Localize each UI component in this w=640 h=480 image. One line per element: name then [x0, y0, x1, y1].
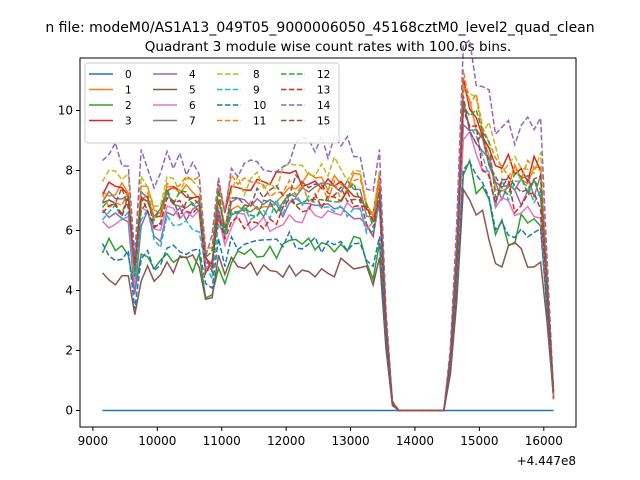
- series-line-9: [101, 110, 555, 412]
- series-layer: [101, 38, 555, 412]
- y-tick-label: 6: [65, 224, 73, 238]
- axes-frame: [79, 57, 577, 428]
- series-line-11: [101, 69, 555, 412]
- legend-label-6: 6: [189, 100, 196, 112]
- y-tick-label: 2: [65, 344, 73, 358]
- figure-suptitle: n file: modeM0/AS1A13_049T05_9000006050_…: [45, 20, 594, 36]
- x-tick-label: 15000: [460, 434, 498, 448]
- y-tick-label: 4: [65, 284, 73, 298]
- legend-label-11: 11: [253, 116, 266, 128]
- legend-label-1: 1: [125, 85, 132, 97]
- legend-label-7: 7: [189, 116, 196, 128]
- y-tick-label: 0: [65, 404, 73, 418]
- legend-label-13: 13: [317, 85, 330, 97]
- x-tick-label: 9000: [78, 434, 109, 448]
- x-axis-ticks: 9000 10000 11000 12000 13000 14000 15000 16000: [78, 427, 563, 448]
- legend-label-14: 14: [317, 100, 331, 112]
- legend-label-9: 9: [253, 85, 260, 97]
- x-tick-label: 13000: [331, 434, 369, 448]
- series-line-15: [102, 95, 555, 412]
- y-tick-label: 8: [65, 164, 73, 178]
- x-tick-label: 11000: [203, 434, 241, 448]
- series-line-10: [101, 160, 555, 412]
- legend-frame: [84, 62, 340, 144]
- legend-label-15: 15: [317, 116, 330, 128]
- legend-label-5: 5: [189, 85, 196, 97]
- legend-label-3: 3: [125, 116, 132, 128]
- chart-title: Quadrant 3 module wise count rates with …: [145, 39, 511, 55]
- x-tick-label: 16000: [525, 434, 563, 448]
- x-axis-offset-label: +4.447e8: [517, 454, 576, 468]
- series-line-12: [101, 103, 555, 412]
- series-line-7: [101, 100, 555, 412]
- x-tick-label: 12000: [267, 434, 305, 448]
- legend-label-10: 10: [253, 100, 266, 112]
- series-line-2: [101, 158, 555, 412]
- x-tick-label: 14000: [396, 434, 434, 448]
- series-line-6: [101, 130, 555, 412]
- y-axis-ticks: 0 2 4 6 8 10: [58, 104, 80, 418]
- series-line-4: [101, 123, 555, 412]
- legend-label-4: 4: [189, 69, 196, 81]
- y-tick-label: 10: [58, 104, 73, 118]
- legend-label-8: 8: [253, 69, 260, 81]
- x-tick-label: 10000: [138, 434, 176, 448]
- series-line-5: [101, 186, 555, 412]
- legend-label-12: 12: [317, 69, 330, 81]
- legend-label-2: 2: [125, 100, 132, 112]
- legend-label-0: 0: [125, 69, 132, 81]
- series-line-3: [101, 78, 555, 412]
- series-line-8: [101, 83, 555, 412]
- series-line-14: [101, 38, 555, 412]
